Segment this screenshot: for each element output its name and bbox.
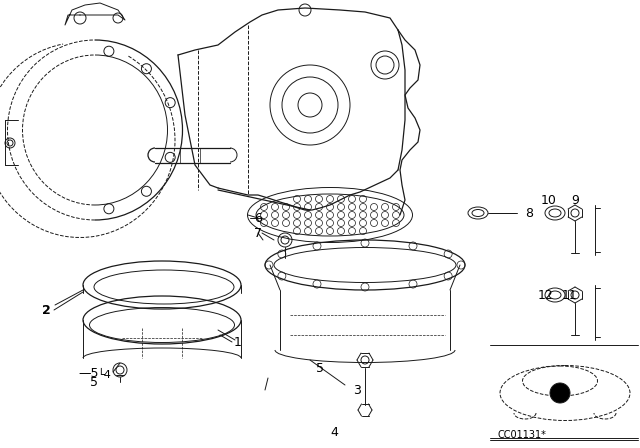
Text: 3: 3: [353, 383, 361, 396]
Text: 11: 11: [562, 289, 578, 302]
Text: —5: —5: [78, 367, 99, 380]
Text: 7: 7: [254, 227, 262, 240]
Text: 12: 12: [538, 289, 554, 302]
Text: CC01131*: CC01131*: [497, 430, 546, 440]
Text: 9: 9: [571, 194, 579, 207]
Text: 6: 6: [254, 211, 262, 224]
Text: 2: 2: [42, 303, 51, 316]
Text: 5: 5: [316, 362, 324, 375]
Text: 5: 5: [90, 375, 98, 388]
Text: 4: 4: [330, 426, 338, 439]
Ellipse shape: [550, 383, 570, 403]
Text: 1: 1: [234, 336, 242, 349]
Text: 10: 10: [541, 194, 557, 207]
Text: 8: 8: [525, 207, 533, 220]
Text: └4: └4: [97, 370, 111, 380]
